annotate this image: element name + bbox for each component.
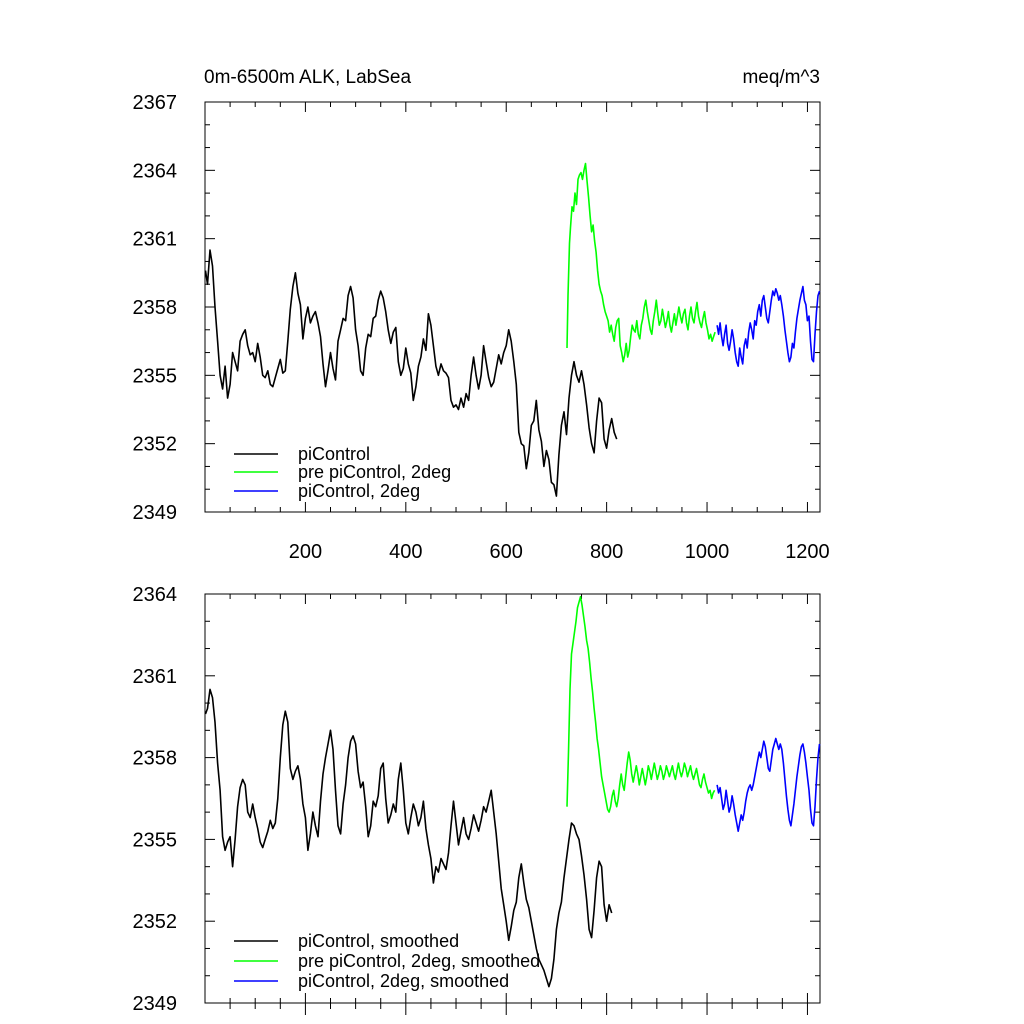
- bottom-panel: 2349 2352 2355 2358 2361 2364 piControl, smoo…: [133, 584, 821, 1015]
- top-legend: piControl pre piControl, 2deg piControl,…: [234, 444, 451, 501]
- bottom-legend-label-1: pre piControl, 2deg, smoothed: [298, 951, 540, 971]
- top-series-line-0: [204, 249, 618, 497]
- top-x-tick-label: 1000: [685, 541, 730, 563]
- bottom-legend-label-2: piControl, 2deg, smoothed: [298, 971, 509, 991]
- top-y-tick-label: 2358: [133, 297, 178, 319]
- top-legend-label-1: pre piControl, 2deg: [298, 462, 451, 482]
- top-legend-label-2: piControl, 2deg: [298, 481, 420, 501]
- top-x-tick-label: 200: [289, 541, 322, 563]
- bottom-plot-frame: [204, 593, 821, 1004]
- bottom-y-tick-label: 2364: [133, 584, 178, 606]
- top-panel-title: 0m-6500m ALK, LabSea: [204, 67, 411, 88]
- top-x-tick-label: 400: [389, 541, 422, 563]
- bottom-series-line-2: [716, 737, 821, 832]
- top-x-tick-label: 800: [590, 541, 623, 563]
- top-panel-units: meq/m^3: [742, 67, 820, 88]
- bottom-y-tick-label: 2352: [133, 911, 178, 933]
- bottom-y-tick-label: 2355: [133, 829, 178, 851]
- bottom-y-tick-label: 2361: [133, 666, 178, 688]
- top-y-tick-label: 2361: [133, 229, 178, 251]
- top-series-line-2: [716, 285, 821, 367]
- top-x-tick-label: 1200: [785, 541, 830, 563]
- bottom-legend: piControl, smoothed pre piControl, 2deg,…: [234, 931, 540, 991]
- bottom-series-line-0: [204, 688, 613, 988]
- top-plot-area: 200 400 600 800 1000 1200 2349 2352 2355 2358 2361…: [133, 92, 830, 563]
- bottom-legend-label-0: piControl, smoothed: [298, 931, 459, 951]
- top-y-tick-label: 2367: [133, 92, 178, 114]
- top-x-tick-label: 600: [490, 541, 523, 563]
- top-y-tick-label: 2349: [133, 502, 178, 524]
- top-panel: 0m-6500m ALK, LabSea meq/m^3 200 400 600 80…: [133, 67, 830, 563]
- top-y-tick-label: 2352: [133, 434, 178, 456]
- top-series-line-1: [566, 162, 716, 363]
- bottom-series-line-1: [566, 595, 716, 813]
- bottom-y-tick-label: 2358: [133, 748, 178, 770]
- bottom-plot-area: 2349 2352 2355 2358 2361 2364: [133, 584, 821, 1015]
- bottom-y-tick-label: 2349: [133, 993, 178, 1015]
- top-y-tick-label: 2364: [133, 160, 178, 182]
- top-y-tick-label: 2355: [133, 365, 178, 387]
- top-legend-label-0: piControl: [298, 444, 370, 464]
